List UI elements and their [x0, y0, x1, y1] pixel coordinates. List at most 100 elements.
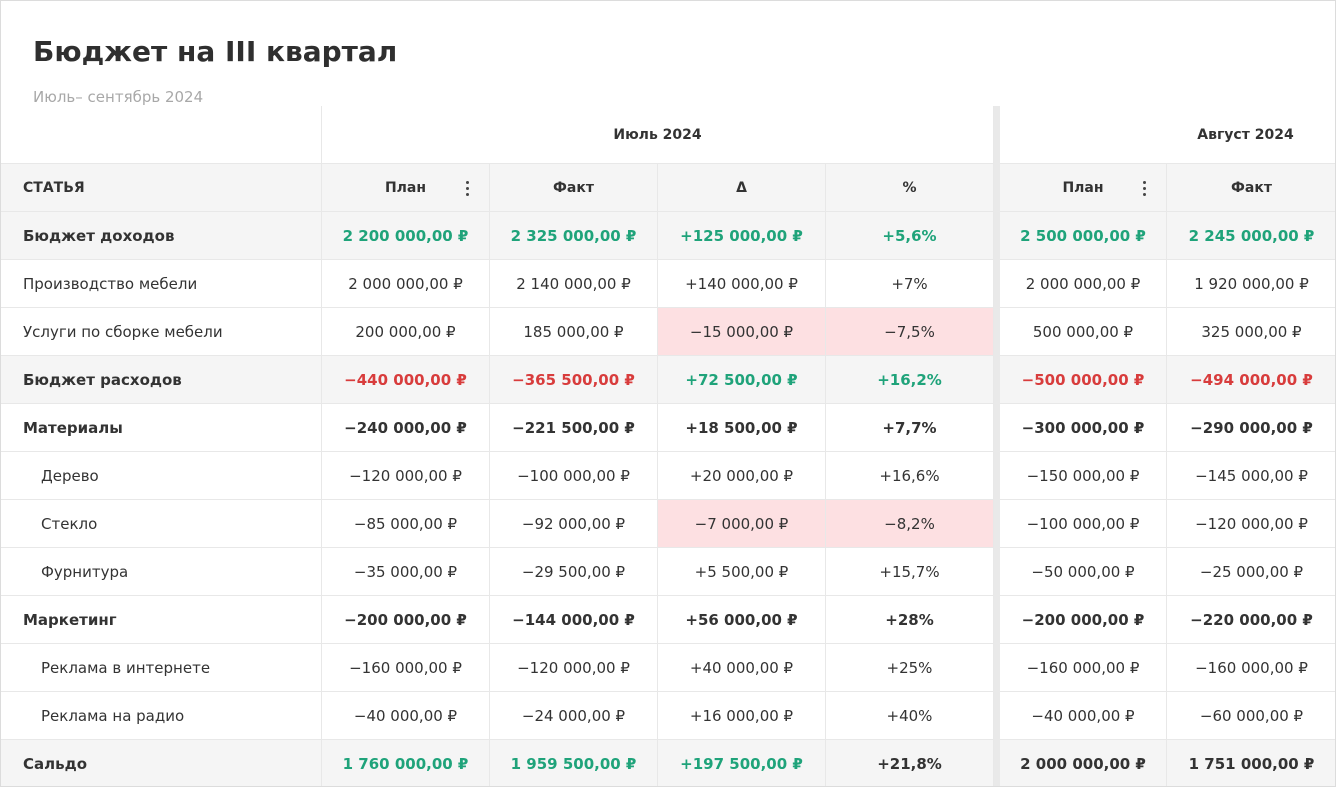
row-label: Производство мебели: [1, 260, 322, 308]
row-label: Материалы: [1, 404, 322, 452]
value-cell: −300 000,00 ₽: [1000, 404, 1167, 452]
value-cell: +18 500,00 ₽: [658, 404, 826, 452]
column-header[interactable]: %: [826, 164, 994, 212]
value-cell: 2 140 000,00 ₽: [490, 260, 658, 308]
value-cell: 1 920 000,00 ₽: [1167, 260, 1335, 308]
column-header[interactable]: Факт: [1167, 164, 1335, 212]
page-title: Бюджет на III квартал: [33, 35, 398, 68]
value-cell: −40 000,00 ₽: [1000, 692, 1167, 740]
value-cell: 1 760 000,00 ₽: [322, 740, 490, 786]
value-cell: +16,6%: [826, 452, 994, 500]
value-cell: +140 000,00 ₽: [658, 260, 826, 308]
value-cell: +5 500,00 ₽: [658, 548, 826, 596]
row-label: Фурнитура: [1, 548, 322, 596]
column-header: СТАТЬЯ: [1, 164, 322, 212]
value-cell: +15,7%: [826, 548, 994, 596]
value-cell: −160 000,00 ₽: [1000, 644, 1167, 692]
value-cell: −7,5%: [826, 308, 994, 356]
value-cell: 2 000 000,00 ₽: [322, 260, 490, 308]
row-label: Бюджет расходов: [1, 356, 322, 404]
value-cell: +16,2%: [826, 356, 994, 404]
row-label: Стекло: [1, 500, 322, 548]
value-cell: −85 000,00 ₽: [322, 500, 490, 548]
value-cell: +7,7%: [826, 404, 994, 452]
value-cell: +28%: [826, 596, 994, 644]
value-cell: −120 000,00 ₽: [1167, 500, 1335, 548]
value-cell: 2 325 000,00 ₽: [490, 212, 658, 260]
value-cell: +5,6%: [826, 212, 994, 260]
value-cell: −100 000,00 ₽: [490, 452, 658, 500]
value-cell: −144 000,00 ₽: [490, 596, 658, 644]
value-cell: 2 000 000,00 ₽: [1000, 740, 1167, 786]
value-cell: +21,8%: [826, 740, 994, 786]
value-cell: 2 000 000,00 ₽: [1000, 260, 1167, 308]
value-cell: +197 500,00 ₽: [658, 740, 826, 786]
value-cell: −440 000,00 ₽: [322, 356, 490, 404]
row-label: Бюджет доходов: [1, 212, 322, 260]
value-cell: 2 200 000,00 ₽: [322, 212, 490, 260]
value-cell: −200 000,00 ₽: [322, 596, 490, 644]
column-header[interactable]: Δ: [658, 164, 826, 212]
value-cell: −290 000,00 ₽: [1167, 404, 1335, 452]
group-header: Июль 2024: [322, 106, 994, 164]
value-cell: −494 000,00 ₽: [1167, 356, 1335, 404]
value-cell: 325 000,00 ₽: [1167, 308, 1335, 356]
value-cell: 1 751 000,00 ₽: [1167, 740, 1335, 786]
value-cell: +25%: [826, 644, 994, 692]
value-cell: +16 000,00 ₽: [658, 692, 826, 740]
value-cell: −92 000,00 ₽: [490, 500, 658, 548]
row-label: Реклама на радио: [1, 692, 322, 740]
column-menu[interactable]: [466, 187, 469, 190]
value-cell: −160 000,00 ₽: [322, 644, 490, 692]
value-cell: −50 000,00 ₽: [1000, 548, 1167, 596]
value-cell: −150 000,00 ₽: [1000, 452, 1167, 500]
value-cell: −24 000,00 ₽: [490, 692, 658, 740]
value-cell: −60 000,00 ₽: [1167, 692, 1335, 740]
value-cell: 1 959 500,00 ₽: [490, 740, 658, 786]
value-cell: −145 000,00 ₽: [1167, 452, 1335, 500]
row-label: Маркетинг: [1, 596, 322, 644]
row-label: Реклама в интернете: [1, 644, 322, 692]
value-cell: +125 000,00 ₽: [658, 212, 826, 260]
value-cell: 200 000,00 ₽: [322, 308, 490, 356]
column-header[interactable]: Факт: [490, 164, 658, 212]
value-cell: 2 245 000,00 ₽: [1167, 212, 1335, 260]
group-separator: [994, 106, 1000, 786]
value-cell: +40 000,00 ₽: [658, 644, 826, 692]
value-cell: 2 500 000,00 ₽: [1000, 212, 1167, 260]
value-cell: +72 500,00 ₽: [658, 356, 826, 404]
value-cell: −29 500,00 ₽: [490, 548, 658, 596]
column-header[interactable]: План: [1000, 164, 1167, 212]
value-cell: 185 000,00 ₽: [490, 308, 658, 356]
value-cell: +7%: [826, 260, 994, 308]
value-cell: −100 000,00 ₽: [1000, 500, 1167, 548]
value-cell: −200 000,00 ₽: [1000, 596, 1167, 644]
page-subtitle: Июль– сентябрь 2024: [33, 88, 204, 106]
value-cell: −15 000,00 ₽: [658, 308, 826, 356]
column-menu[interactable]: [1143, 187, 1146, 190]
value-cell: +56 000,00 ₽: [658, 596, 826, 644]
value-cell: −25 000,00 ₽: [1167, 548, 1335, 596]
value-cell: −365 500,00 ₽: [490, 356, 658, 404]
value-cell: −500 000,00 ₽: [1000, 356, 1167, 404]
value-cell: −8,2%: [826, 500, 994, 548]
value-cell: −240 000,00 ₽: [322, 404, 490, 452]
value-cell: 500 000,00 ₽: [1000, 308, 1167, 356]
column-header[interactable]: План: [322, 164, 490, 212]
row-label: Сальдо: [1, 740, 322, 786]
value-cell: −221 500,00 ₽: [490, 404, 658, 452]
value-cell: −40 000,00 ₽: [322, 692, 490, 740]
group-header-blank: [1, 106, 322, 164]
value-cell: −120 000,00 ₽: [490, 644, 658, 692]
value-cell: −120 000,00 ₽: [322, 452, 490, 500]
value-cell: −160 000,00 ₽: [1167, 644, 1335, 692]
value-cell: +40%: [826, 692, 994, 740]
group-header: Август 2024: [1000, 106, 1335, 164]
value-cell: −35 000,00 ₽: [322, 548, 490, 596]
value-cell: −220 000,00 ₽: [1167, 596, 1335, 644]
value-cell: −7 000,00 ₽: [658, 500, 826, 548]
row-label: Услуги по сборке мебели: [1, 308, 322, 356]
